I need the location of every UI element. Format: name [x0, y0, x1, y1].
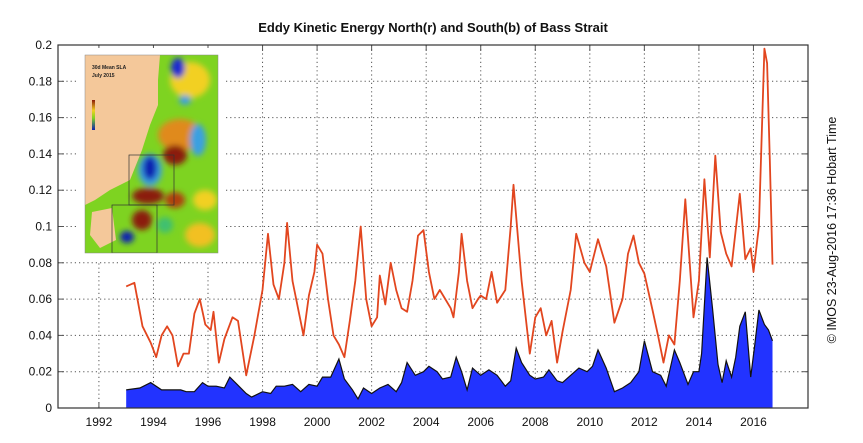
- x-tick-label: 2008: [522, 415, 549, 429]
- land-tasmania: [90, 208, 116, 248]
- x-tick-label: 2016: [740, 415, 767, 429]
- land-mainland: [85, 55, 160, 205]
- inset-map: 30d Mean SLA July 2015: [78, 48, 224, 262]
- inset-title-line1: 30d Mean SLA: [92, 65, 127, 71]
- x-tick-label: 1998: [249, 415, 276, 429]
- y-tick-label: 0.02: [29, 365, 53, 379]
- x-tick-label: 2004: [413, 415, 440, 429]
- south-box: [111, 204, 158, 253]
- y-tick-label: 0.16: [29, 111, 53, 125]
- x-tick-label: 2000: [304, 415, 331, 429]
- y-tick-label: 0.18: [29, 74, 53, 88]
- inset-title-line2: July 2015: [92, 73, 115, 79]
- credit-text: © IMOS 23-Aug-2016 17:36 Hobart Time: [825, 116, 839, 344]
- y-tick-label: 0.12: [29, 183, 53, 197]
- x-tick-label: 1994: [140, 415, 167, 429]
- x-tick-label: 1996: [195, 415, 222, 429]
- y-tick-label: 0.08: [29, 256, 53, 270]
- y-tick-label: 0.14: [29, 147, 53, 161]
- x-tick-label: 2006: [467, 415, 494, 429]
- y-tick-label: 0.04: [29, 328, 53, 342]
- x-tick-label: 2014: [686, 415, 713, 429]
- series-north-line: [125, 47, 774, 377]
- series-marks: [125, 47, 774, 408]
- sla-map: 30d Mean SLA July 2015: [85, 55, 218, 253]
- x-tick-label: 2012: [631, 415, 658, 429]
- x-tick-label: 2002: [358, 415, 385, 429]
- y-tick-label: 0.06: [29, 292, 53, 306]
- inset-frame: [84, 54, 219, 254]
- y-tick-label: 0.1: [35, 220, 52, 234]
- x-tick-label: 1992: [86, 415, 113, 429]
- y-tick-label: 0.2: [35, 38, 52, 52]
- x-tick-label: 2010: [576, 415, 603, 429]
- plot-frame: [57, 44, 809, 409]
- chart-title: Eddy Kinetic Energy North(r) and South(b…: [258, 20, 608, 35]
- tick-labels: 1992 1994 1996 1998 2000 2002 2004 2006 2008 2010…: [29, 38, 767, 429]
- series-south-outline: [126, 257, 774, 401]
- inset-colorbar: [92, 100, 95, 130]
- y-tick-label: 0: [45, 401, 52, 415]
